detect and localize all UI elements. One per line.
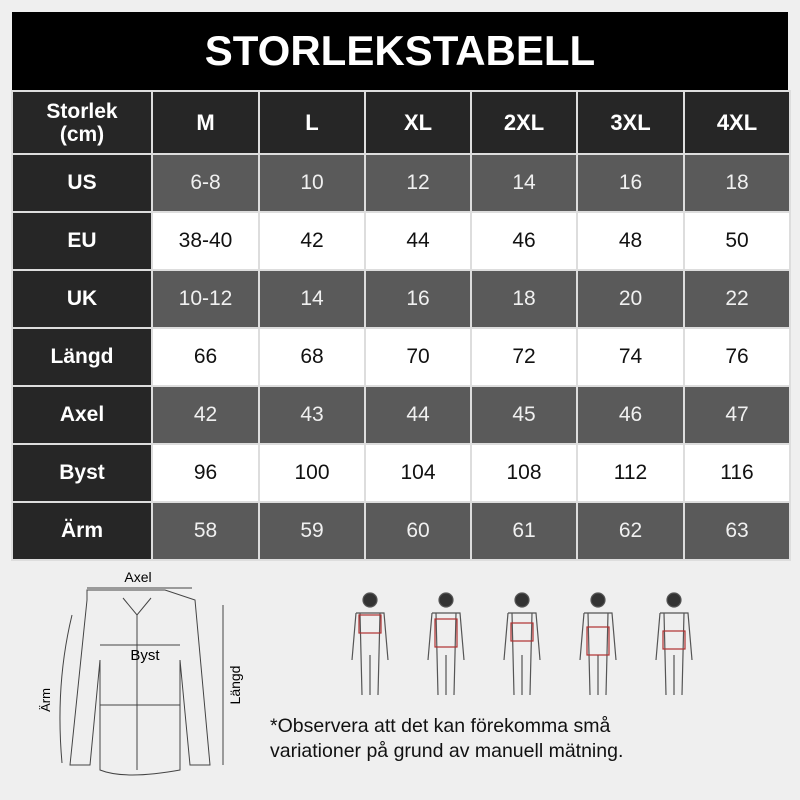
byst-label: Byst [130, 647, 160, 664]
table-cell: 66 [153, 329, 258, 385]
note-line-1: *Observera att det kan förekomma små [270, 715, 611, 737]
table-cell: 62 [578, 503, 683, 559]
table-cell: 45 [472, 387, 576, 443]
table-cell: 12 [366, 155, 470, 211]
table-cell: 42 [153, 387, 258, 443]
row-label: Byst [13, 445, 151, 501]
arm-label: Ärm [38, 688, 53, 712]
table-cell: 6-8 [153, 155, 258, 211]
table-cell: 47 [685, 387, 789, 443]
table-cell: 116 [685, 445, 789, 501]
page-title: STORLEKSTABELL [12, 12, 788, 90]
measurement-note: *Observera att det kan förekomma små var… [270, 714, 623, 764]
table-row: Axel 42 43 44 45 46 47 [13, 387, 789, 443]
langd-label: Längd [227, 666, 243, 705]
size-table: Storlek (cm) M L XL 2XL 3XL 4XL US 6-8 10 12 14 16 18 E… [11, 90, 791, 561]
table-cell: 46 [578, 387, 683, 443]
table-row: UK 10-12 14 16 18 20 22 [13, 271, 789, 327]
table-cell: 10 [260, 155, 364, 211]
table-cell: 70 [366, 329, 470, 385]
body-figure [427, 592, 465, 696]
row-label: Ärm [13, 503, 151, 559]
corner-header: Storlek (cm) [13, 92, 151, 153]
table-cell: 112 [578, 445, 683, 501]
table-cell: 68 [260, 329, 364, 385]
table-cell: 58 [153, 503, 258, 559]
table-cell: 61 [472, 503, 576, 559]
table-cell: 100 [260, 445, 364, 501]
row-label: EU [13, 213, 151, 269]
row-label: UK [13, 271, 151, 327]
size-header-4xl: 4XL [685, 92, 789, 153]
row-label: Axel [13, 387, 151, 443]
body-measurement-figures [351, 592, 693, 696]
note-line-2: variationer på grund av manuell mätning. [270, 740, 624, 762]
table-cell: 16 [366, 271, 470, 327]
size-header-m: M [153, 92, 258, 153]
table-cell: 72 [472, 329, 576, 385]
table-cell: 20 [578, 271, 683, 327]
axel-label: Axel [124, 569, 151, 585]
table-cell: 16 [578, 155, 683, 211]
table-cell: 59 [260, 503, 364, 559]
body-figure [351, 592, 389, 696]
table-cell: 10-12 [153, 271, 258, 327]
table-cell: 43 [260, 387, 364, 443]
body-figure [503, 592, 541, 696]
row-label: Längd [13, 329, 151, 385]
body-figure [579, 592, 617, 696]
size-header-xl: XL [366, 92, 470, 153]
table-cell: 44 [366, 387, 470, 443]
table-cell: 42 [260, 213, 364, 269]
table-cell: 46 [472, 213, 576, 269]
table-cell: 48 [578, 213, 683, 269]
table-cell: 38-40 [153, 213, 258, 269]
table-cell: 60 [366, 503, 470, 559]
shirt-measurement-diagram: Axel Byst Ärm Längd [38, 569, 243, 776]
table-cell: 104 [366, 445, 470, 501]
table-cell: 14 [260, 271, 364, 327]
table-cell: 108 [472, 445, 576, 501]
table-cell: 22 [685, 271, 789, 327]
size-header-l: L [260, 92, 364, 153]
size-header-3xl: 3XL [578, 92, 683, 153]
row-label: US [13, 155, 151, 211]
table-row: EU 38-40 42 44 46 48 50 [13, 213, 789, 269]
table-cell: 96 [153, 445, 258, 501]
table-row: US 6-8 10 12 14 16 18 [13, 155, 789, 211]
table-cell: 14 [472, 155, 576, 211]
table-row: Längd 66 68 70 72 74 76 [13, 329, 789, 385]
size-header-2xl: 2XL [472, 92, 576, 153]
table-row: Byst 96 100 104 108 112 116 [13, 445, 789, 501]
table-cell: 76 [685, 329, 789, 385]
table-row: Ärm 58 59 60 61 62 63 [13, 503, 789, 559]
table-cell: 74 [578, 329, 683, 385]
table-cell: 44 [366, 213, 470, 269]
table-cell: 18 [685, 155, 789, 211]
table-cell: 18 [472, 271, 576, 327]
body-figure [655, 592, 693, 696]
table-cell: 50 [685, 213, 789, 269]
table-cell: 63 [685, 503, 789, 559]
